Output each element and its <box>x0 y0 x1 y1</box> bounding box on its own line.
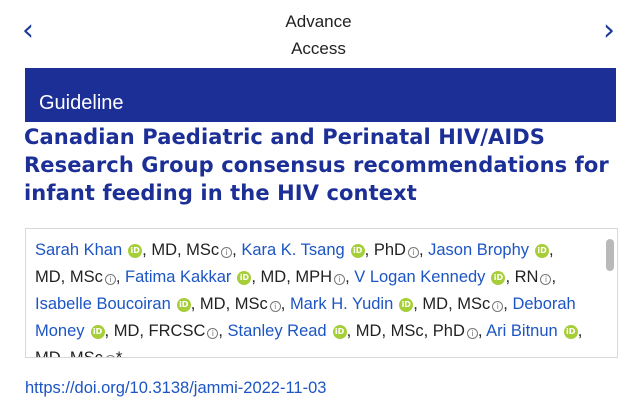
author-name-link[interactable]: Kara K. Tsang <box>241 241 345 259</box>
info-icon[interactable]: i <box>334 274 346 285</box>
author-list: Sarah Khan iD, MD, MSc i, Kara K. Tsang iD,… <box>26 229 617 358</box>
author-name-link[interactable]: Ari Bitnun <box>486 322 558 340</box>
info-icon[interactable]: i <box>407 247 419 258</box>
orcid-icon[interactable]: iD <box>176 298 191 312</box>
orcid-icon[interactable]: iD <box>237 271 252 285</box>
orcid-icon[interactable]: iD <box>399 298 414 312</box>
article-title: Canadian Paediatric and Perinatal HIV/AI… <box>24 125 609 205</box>
author-credentials: , MD, MSc, PhD <box>346 322 465 340</box>
nav-title-line1: Advance <box>285 12 352 31</box>
author-separator: , <box>477 322 487 340</box>
article-nav: ‹ Advance Access › <box>0 0 637 60</box>
author-credentials: , PhD <box>364 241 406 259</box>
author-separator: , <box>551 268 557 286</box>
orcid-icon[interactable]: iD <box>491 271 506 285</box>
info-icon[interactable]: i <box>104 274 116 285</box>
author-separator: , <box>345 268 355 286</box>
author-name-link[interactable]: V Logan Kennedy <box>354 268 486 286</box>
info-icon[interactable]: i <box>492 301 504 312</box>
author-separator: , <box>280 295 290 313</box>
scrollbar-thumb[interactable] <box>606 239 614 271</box>
author-name-link[interactable]: Sarah Khan <box>35 241 123 259</box>
info-icon[interactable]: i <box>104 355 116 357</box>
chevron-right-icon[interactable]: › <box>603 13 615 48</box>
orcid-icon[interactable]: iD <box>90 325 105 339</box>
nav-title: Advance Access <box>0 8 637 62</box>
scrollbar[interactable] <box>606 239 614 351</box>
orcid-icon[interactable]: iD <box>332 325 347 339</box>
orcid-icon[interactable]: iD <box>563 325 578 339</box>
author-name-link[interactable]: Jason Brophy <box>428 241 530 259</box>
orcid-icon[interactable]: iD <box>350 244 365 258</box>
chevron-left-icon[interactable]: ‹ <box>22 13 34 48</box>
author-separator: , <box>218 322 228 340</box>
author-name-link[interactable]: Fatima Kakkar <box>125 268 232 286</box>
orcid-icon[interactable]: iD <box>128 244 143 258</box>
info-icon[interactable]: i <box>540 274 552 285</box>
nav-title-line2: Access <box>291 39 346 58</box>
author-credentials: , RN <box>505 268 539 286</box>
info-icon[interactable]: i <box>466 328 478 339</box>
author-credentials: , MD, FRCSC <box>104 322 206 340</box>
author-credentials: , MD, MSc <box>190 295 268 313</box>
author-separator: , <box>115 268 126 286</box>
info-icon[interactable]: i <box>221 247 233 258</box>
author-credentials: , MD, MSc <box>35 241 554 286</box>
author-separator: , <box>232 241 242 259</box>
author-separator: , <box>503 295 513 313</box>
orcid-icon[interactable]: iD <box>535 244 550 258</box>
author-name-link[interactable]: Deborah Money <box>35 295 576 340</box>
article-type-banner: Guideline <box>25 68 616 122</box>
info-icon[interactable]: i <box>207 328 219 339</box>
article-type-label: Guideline <box>39 92 124 114</box>
info-icon[interactable]: i <box>269 301 281 312</box>
author-credentials: , MD, MPH <box>251 268 333 286</box>
author-name-link[interactable]: Isabelle Boucoiran <box>35 295 171 313</box>
author-name-link[interactable]: Stanley Read <box>227 322 327 340</box>
author-credentials: , MD, MSc <box>35 322 583 358</box>
author-footnote-mark: * <box>115 349 123 358</box>
doi-link[interactable]: https://doi.org/10.3138/jammi-2022-11-03 <box>25 379 327 397</box>
author-credentials: , MD, MSc <box>413 295 491 313</box>
author-name-link[interactable]: Mark H. Yudin <box>289 295 394 313</box>
authors-box: Sarah Khan iD, MD, MSc i, Kara K. Tsang iD,… <box>25 228 618 358</box>
author-credentials: , MD, MSc <box>142 241 220 259</box>
author-separator: , <box>418 241 429 259</box>
